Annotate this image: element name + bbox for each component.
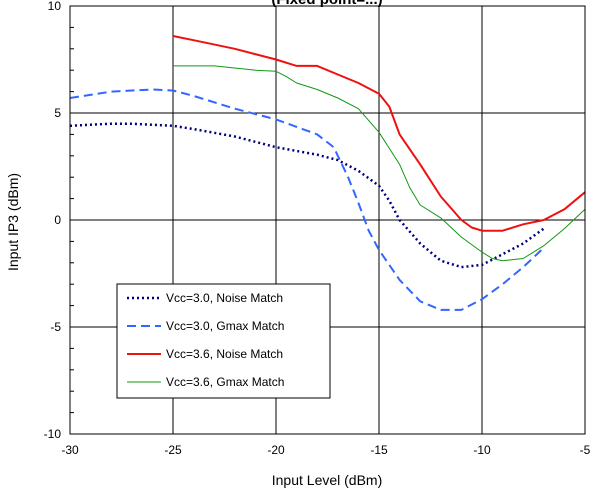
series-line-2 (69, 88, 545, 311)
chart-title: (Fixed point=...) (271, 0, 382, 8)
x-tick-label: -25 (164, 443, 182, 457)
legend-label: Vcc=3.0, Gmax Match (166, 319, 284, 333)
series-line-3 (172, 35, 586, 232)
legend-box (116, 283, 331, 399)
legend-label: Vcc=3.6, Gmax Match (166, 375, 284, 389)
y-tick-label: 10 (48, 0, 62, 13)
x-tick-label: -30 (61, 443, 79, 457)
x-tick-label: -20 (267, 443, 285, 457)
x-tick-label: -15 (370, 443, 388, 457)
x-tick-label: -5 (580, 443, 591, 457)
legend-label: Vcc=3.6, Noise Match (166, 347, 283, 361)
y-axis-label: Input IP3 (dBm) (5, 173, 21, 271)
y-tick-label: 5 (54, 106, 61, 120)
y-tick-label: -5 (50, 320, 61, 334)
series-line-1 (69, 122, 545, 269)
plot-border (69, 5, 586, 435)
series-line-4 (173, 65, 586, 262)
y-tick-label: -10 (44, 427, 62, 441)
y-tick-label: 0 (54, 213, 61, 227)
x-tick-label: -10 (473, 443, 491, 457)
x-axis-label: Input Level (dBm) (272, 472, 383, 488)
legend: Vcc=3.0, Noise Match Vcc=3.0, Gmax Match V… (116, 283, 331, 399)
legend-label: Vcc=3.0, Noise Match (166, 291, 283, 305)
